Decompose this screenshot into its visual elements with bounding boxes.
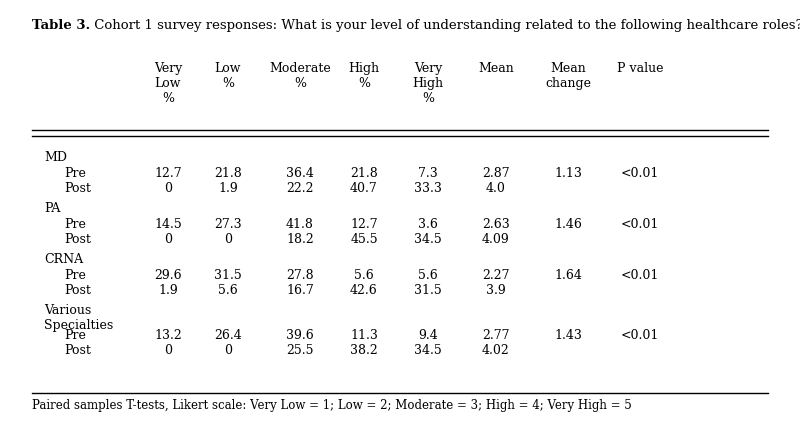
Text: 1.64: 1.64 [554, 269, 582, 282]
Text: 11.3: 11.3 [350, 329, 378, 343]
Text: 21.8: 21.8 [214, 167, 242, 180]
Text: Paired samples T-tests, Likert scale: Very Low = 1; Low = 2; Moderate = 3; High : Paired samples T-tests, Likert scale: Ve… [32, 399, 632, 412]
Text: Pre: Pre [64, 167, 86, 180]
Text: 0: 0 [164, 233, 172, 246]
Text: 16.7: 16.7 [286, 284, 314, 297]
Text: 29.6: 29.6 [154, 269, 182, 282]
Text: 34.5: 34.5 [414, 233, 442, 246]
Text: 31.5: 31.5 [414, 284, 442, 297]
Text: 42.6: 42.6 [350, 284, 378, 297]
Text: 31.5: 31.5 [214, 269, 242, 282]
Text: Cohort 1 survey responses: What is your level of understanding related to the fo: Cohort 1 survey responses: What is your … [90, 19, 800, 32]
Text: Post: Post [64, 233, 91, 246]
Text: 13.2: 13.2 [154, 329, 182, 343]
Text: 2.27: 2.27 [482, 269, 510, 282]
Text: 0: 0 [164, 344, 172, 357]
Text: 26.4: 26.4 [214, 329, 242, 343]
Text: 5.6: 5.6 [354, 269, 374, 282]
Text: 4.09: 4.09 [482, 233, 510, 246]
Text: Moderate
%: Moderate % [269, 62, 331, 90]
Text: 2.63: 2.63 [482, 218, 510, 231]
Text: 7.3: 7.3 [418, 167, 438, 180]
Text: 3.9: 3.9 [486, 284, 506, 297]
Text: Post: Post [64, 284, 91, 297]
Text: 41.8: 41.8 [286, 218, 314, 231]
Text: 1.9: 1.9 [218, 182, 238, 195]
Text: 4.0: 4.0 [486, 182, 506, 195]
Text: 1.9: 1.9 [158, 284, 178, 297]
Text: Low
%: Low % [214, 62, 242, 90]
Text: 5.6: 5.6 [418, 269, 438, 282]
Text: <0.01: <0.01 [621, 269, 659, 282]
Text: 0: 0 [164, 182, 172, 195]
Text: 33.3: 33.3 [414, 182, 442, 195]
Text: 39.6: 39.6 [286, 329, 314, 343]
Text: 4.02: 4.02 [482, 344, 510, 357]
Text: 25.5: 25.5 [286, 344, 314, 357]
Text: Table 3.: Table 3. [32, 19, 90, 32]
Text: 3.6: 3.6 [418, 218, 438, 231]
Text: 18.2: 18.2 [286, 233, 314, 246]
Text: Pre: Pre [64, 329, 86, 343]
Text: 27.3: 27.3 [214, 218, 242, 231]
Text: MD: MD [44, 151, 67, 164]
Text: 2.77: 2.77 [482, 329, 510, 343]
Text: Pre: Pre [64, 218, 86, 231]
Text: Post: Post [64, 182, 91, 195]
Text: 1.46: 1.46 [554, 218, 582, 231]
Text: High
%: High % [349, 62, 379, 90]
Text: Various
Specialties: Various Specialties [44, 304, 114, 332]
Text: CRNA: CRNA [44, 253, 83, 266]
Text: 1.13: 1.13 [554, 167, 582, 180]
Text: <0.01: <0.01 [621, 329, 659, 343]
Text: 0: 0 [224, 344, 232, 357]
Text: Mean
change: Mean change [545, 62, 591, 90]
Text: 36.4: 36.4 [286, 167, 314, 180]
Text: 14.5: 14.5 [154, 218, 182, 231]
Text: 21.8: 21.8 [350, 167, 378, 180]
Text: 45.5: 45.5 [350, 233, 378, 246]
Text: 27.8: 27.8 [286, 269, 314, 282]
Text: 12.7: 12.7 [154, 167, 182, 180]
Text: <0.01: <0.01 [621, 167, 659, 180]
Text: 2.87: 2.87 [482, 167, 510, 180]
Text: Very
High
%: Very High % [413, 62, 443, 105]
Text: Very
Low
%: Very Low % [154, 62, 182, 105]
Text: 12.7: 12.7 [350, 218, 378, 231]
Text: 38.2: 38.2 [350, 344, 378, 357]
Text: <0.01: <0.01 [621, 218, 659, 231]
Text: 1.43: 1.43 [554, 329, 582, 343]
Text: 22.2: 22.2 [286, 182, 314, 195]
Text: 34.5: 34.5 [414, 344, 442, 357]
Text: 0: 0 [224, 233, 232, 246]
Text: PA: PA [44, 202, 60, 215]
Text: Post: Post [64, 344, 91, 357]
Text: Mean: Mean [478, 62, 514, 75]
Text: P value: P value [617, 62, 663, 75]
Text: 40.7: 40.7 [350, 182, 378, 195]
Text: 5.6: 5.6 [218, 284, 238, 297]
Text: Pre: Pre [64, 269, 86, 282]
Text: 9.4: 9.4 [418, 329, 438, 343]
